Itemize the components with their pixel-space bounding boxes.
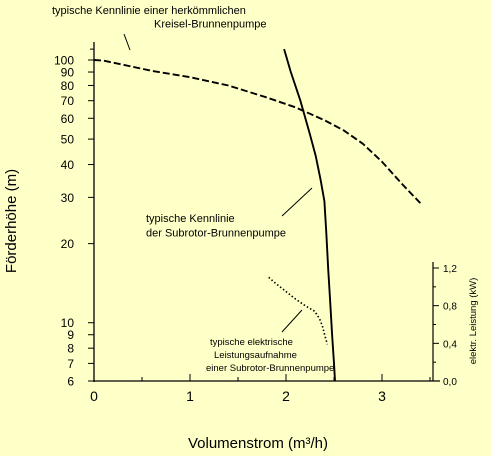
y-tick-label: 7 <box>67 357 74 371</box>
annotation-leader <box>281 309 303 333</box>
y-tick-label: 100 <box>54 54 74 68</box>
y-tick-label: 30 <box>61 191 75 205</box>
annotation-text: typische Kennlinie einer herkömmlichen <box>52 5 246 17</box>
x-tick-label: 2 <box>282 388 290 404</box>
y2-tick-label: 0,4 <box>443 339 457 350</box>
y2-tick-label: 0,0 <box>443 377 457 388</box>
annotation-text: typische elektrische <box>210 337 293 348</box>
y-tick-label: 9 <box>67 328 74 342</box>
annotation-text: Leistungsaufnahme <box>214 350 297 361</box>
annotation-text: einer Subrotor-Brunnenpumpe <box>206 363 334 374</box>
series-line-1 <box>93 59 422 204</box>
series-line-3 <box>268 276 329 345</box>
y2-tick-label: 1,2 <box>443 264 457 275</box>
y-tick-label: 40 <box>61 158 75 172</box>
y-tick-label: 70 <box>61 94 75 108</box>
series-line-2 <box>283 48 336 382</box>
y-tick-label: 80 <box>61 79 75 93</box>
annotation-text: der Subrotor-Brunnenpumpe <box>146 228 286 240</box>
x-tick-label: 3 <box>378 388 386 404</box>
annotations-group: typische Kennlinie einer herkömmlichen Kr… <box>52 5 334 374</box>
y2-tick-label: 0,8 <box>443 302 457 313</box>
x-tick-label: 0 <box>90 388 98 404</box>
annotation-leader <box>123 33 131 51</box>
series-group <box>93 48 422 382</box>
y-tick-label: 20 <box>61 237 75 251</box>
y-tick-label: 8 <box>67 342 74 356</box>
y-axis-title: Förderhöhe (m) <box>3 169 20 273</box>
x-tick-label: 1 <box>186 388 194 404</box>
annotation-leader <box>281 187 313 217</box>
y-tick-label: 6 <box>67 375 74 389</box>
x-axis-title: Volumenstrom (m³/h) <box>188 435 328 452</box>
annotation-text: typische Kennlinie <box>146 213 235 225</box>
annotation-text: Kreisel-Brunnenpumpe <box>154 19 267 31</box>
y-tick-label: 10 <box>61 316 75 330</box>
y-tick-label: 60 <box>61 112 75 126</box>
y-tick-label: 90 <box>61 66 75 80</box>
y-tick-label: 50 <box>61 133 75 147</box>
y2-axis-title: elektr. Leistung (kW) <box>468 278 479 365</box>
